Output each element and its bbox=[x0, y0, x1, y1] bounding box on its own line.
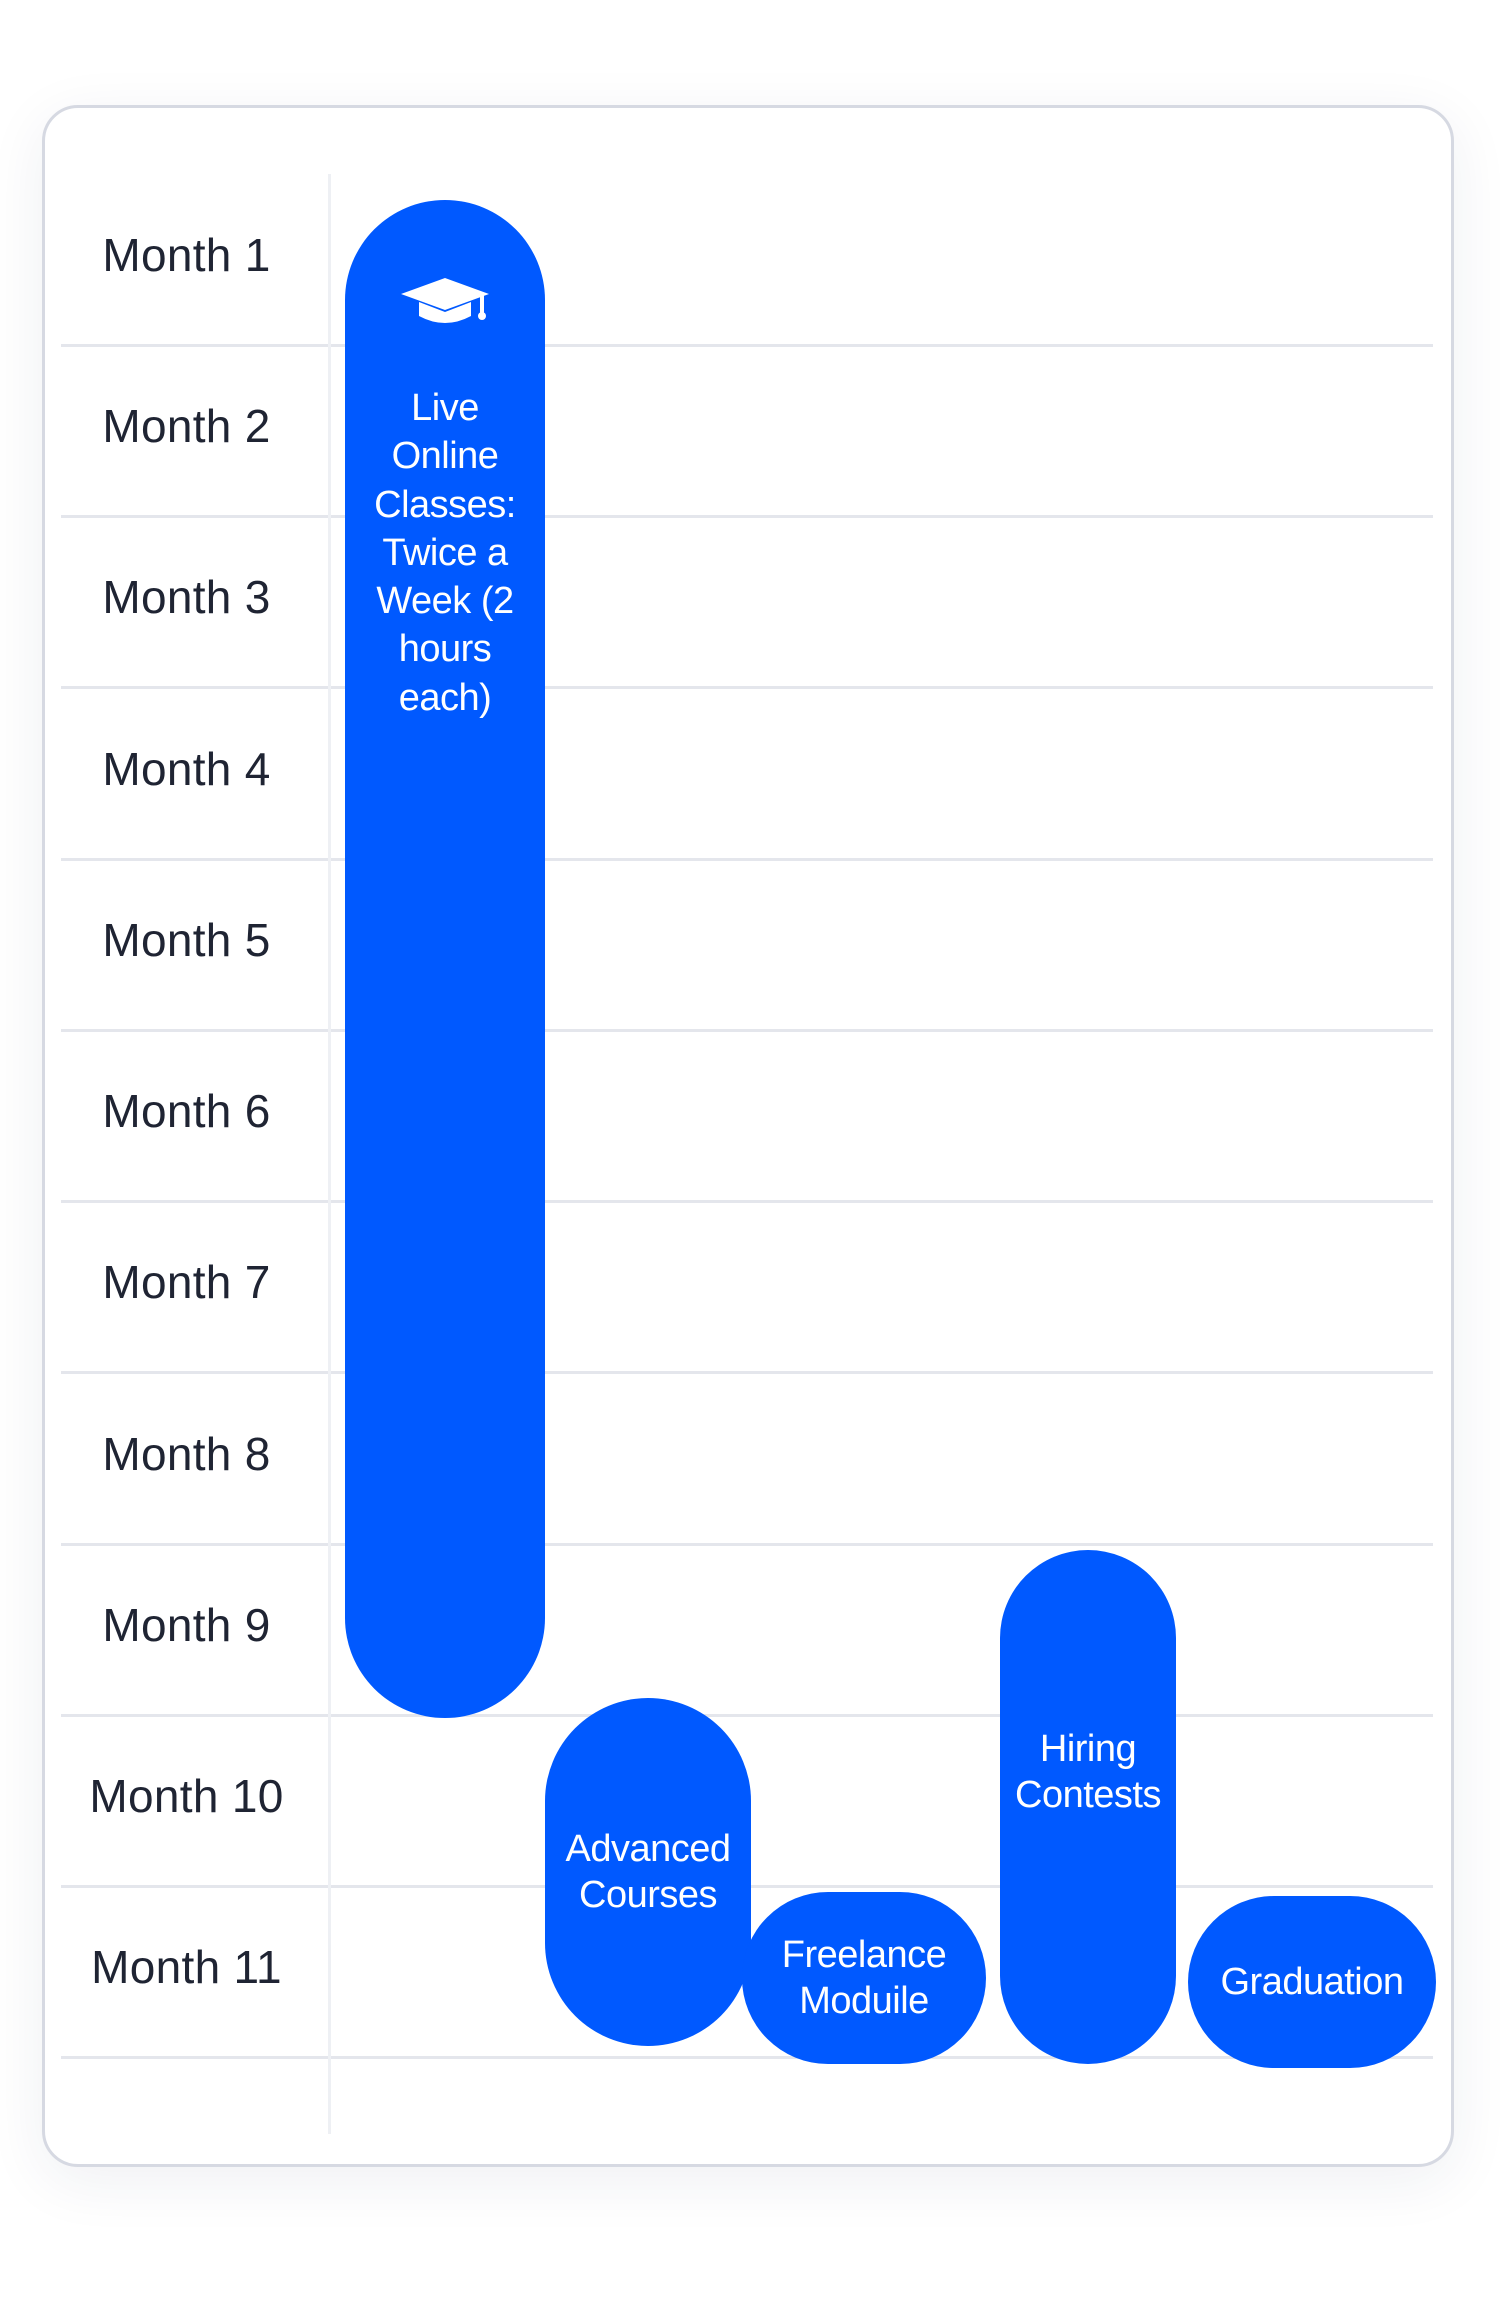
month-label-3: Month 3 bbox=[102, 571, 271, 623]
timeline-card: Month 1 Month 2 Month 3 Month 4 Month 5 … bbox=[42, 105, 1454, 2167]
graduation-cap-icon bbox=[401, 278, 489, 323]
month-label-10: Month 10 bbox=[89, 1770, 284, 1822]
row-divider bbox=[61, 858, 1433, 861]
freelance-module-label: Freelance Moduile bbox=[781, 1933, 947, 2022]
advanced-courses-pill: Advanced Courses bbox=[545, 1698, 751, 2046]
advanced-courses-label: Advanced Courses bbox=[565, 1827, 731, 1916]
graduation-label: Graduation bbox=[1220, 1960, 1404, 2003]
live-classes-label: Live Online Classes: Twice a Week (2 hou… bbox=[374, 387, 516, 719]
hiring-contests-pill: Hiring Contests bbox=[1000, 1550, 1176, 2064]
row-divider bbox=[61, 1543, 1433, 1546]
label-column-divider bbox=[328, 174, 331, 2134]
row-divider bbox=[61, 1714, 1433, 1717]
month-label-6: Month 6 bbox=[102, 1085, 271, 1137]
hiring-contests-label: Hiring Contests bbox=[1015, 1727, 1161, 1816]
live-classes-pill: Live Online Classes: Twice a Week (2 hou… bbox=[345, 200, 545, 1718]
month-label-1: Month 1 bbox=[102, 229, 271, 281]
freelance-module-pill: Freelance Moduile bbox=[742, 1892, 986, 2064]
month-label-4: Month 4 bbox=[102, 743, 271, 795]
month-label-2: Month 2 bbox=[102, 400, 271, 452]
row-divider bbox=[61, 515, 1433, 518]
month-label-7: Month 7 bbox=[102, 1256, 271, 1308]
month-label-8: Month 8 bbox=[102, 1428, 271, 1480]
row-divider bbox=[61, 2056, 1433, 2059]
row-divider bbox=[61, 344, 1433, 347]
month-label-5: Month 5 bbox=[102, 914, 271, 966]
row-divider bbox=[61, 1029, 1433, 1032]
row-divider bbox=[61, 1200, 1433, 1203]
row-divider bbox=[61, 686, 1433, 689]
month-label-9: Month 9 bbox=[102, 1599, 271, 1651]
row-divider bbox=[61, 1371, 1433, 1374]
month-label-11: Month 11 bbox=[91, 1941, 282, 1993]
graduation-pill: Graduation bbox=[1188, 1896, 1436, 2068]
